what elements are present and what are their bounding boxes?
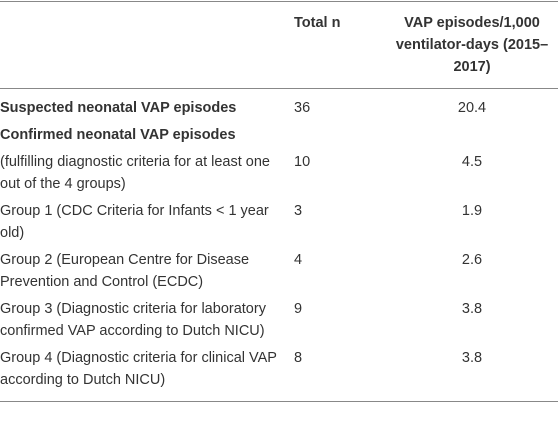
total-cell: 10 [294, 154, 311, 170]
total-cell: 36 [294, 100, 311, 116]
table-row: Group 2 (European Centre for Disease Pre… [0, 247, 558, 296]
total-cell: 9 [294, 301, 303, 317]
table-row: (fulfilling diagnostic criteria for at l… [0, 149, 558, 198]
total-cell [294, 122, 386, 149]
rate-cell: 3.8 [461, 301, 483, 317]
table-row: Group 1 (CDC Criteria for Infants < 1 ye… [0, 198, 558, 247]
table-row: Confirmed neonatal VAP episodes [0, 122, 558, 149]
rate-cell: 1.9 [461, 203, 483, 219]
row-label: Confirmed neonatal VAP episodes [0, 127, 236, 143]
table-row: Suspected neonatal VAP episodes 36 20.4 [0, 89, 558, 123]
total-cell: 8 [294, 350, 303, 366]
rate-cell: 3.8 [461, 350, 483, 366]
table-row: Group 4 (Diagnostic criteria for clinica… [0, 345, 558, 402]
row-label: Group 2 (European Centre for Disease Pre… [0, 252, 250, 290]
table-row: Group 3 (Diagnostic criteria for laborat… [0, 296, 558, 345]
rate-cell: 4.5 [461, 154, 483, 170]
header-cell [0, 2, 294, 89]
row-label: Group 3 (Diagnostic criteria for laborat… [0, 301, 266, 339]
total-cell: 4 [294, 252, 303, 268]
header-row: Total n VAP episodes/1,000 ventilator-da… [0, 1, 558, 89]
row-label: Group 1 (CDC Criteria for Infants < 1 ye… [0, 203, 269, 241]
rate-cell: 2.6 [461, 252, 483, 268]
header-cell: Total n [294, 15, 341, 31]
rate-cell [386, 122, 558, 149]
row-label: (fulfilling diagnostic criteria for at l… [0, 154, 270, 192]
row-label: Suspected neonatal VAP episodes [0, 100, 237, 116]
data-table: Total n VAP episodes/1,000 ventilator-da… [0, 1, 558, 402]
row-label: Group 4 (Diagnostic criteria for clinica… [0, 350, 277, 388]
total-cell: 3 [294, 203, 303, 219]
rate-cell: 20.4 [457, 100, 487, 116]
header-cell: VAP episodes/1,000 ventilator-days (2015… [395, 15, 549, 75]
